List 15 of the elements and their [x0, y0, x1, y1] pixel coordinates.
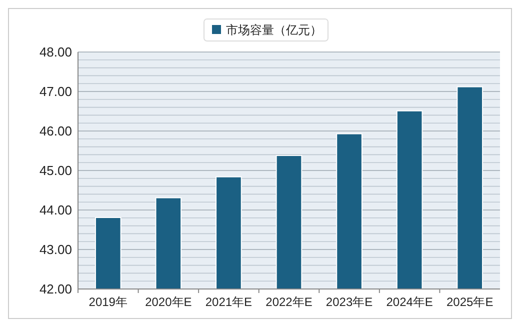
x-tick-label: 2023年E	[326, 295, 373, 309]
y-tick-label: 43.00	[39, 242, 72, 258]
y-tick-label: 48.00	[39, 44, 72, 60]
legend-label: 市场容量（亿元）	[226, 23, 322, 37]
x-tick-label: 2022年E	[266, 295, 312, 309]
x-tick-label: 2021年E	[205, 295, 252, 309]
y-tick-label: 42.00	[39, 282, 72, 297]
y-tick-label: 46.00	[39, 124, 72, 139]
x-tick-label: 2020年E	[145, 295, 192, 309]
x-tick-label: 2025年E	[446, 295, 494, 309]
x-tick-label: 2024年E	[386, 295, 433, 309]
x-tick-label: 2019年	[88, 295, 128, 309]
y-tick-label: 45.00	[39, 163, 72, 178]
y-tick-label: 44.00	[39, 202, 72, 218]
y-tick-label: 47.00	[39, 84, 72, 100]
